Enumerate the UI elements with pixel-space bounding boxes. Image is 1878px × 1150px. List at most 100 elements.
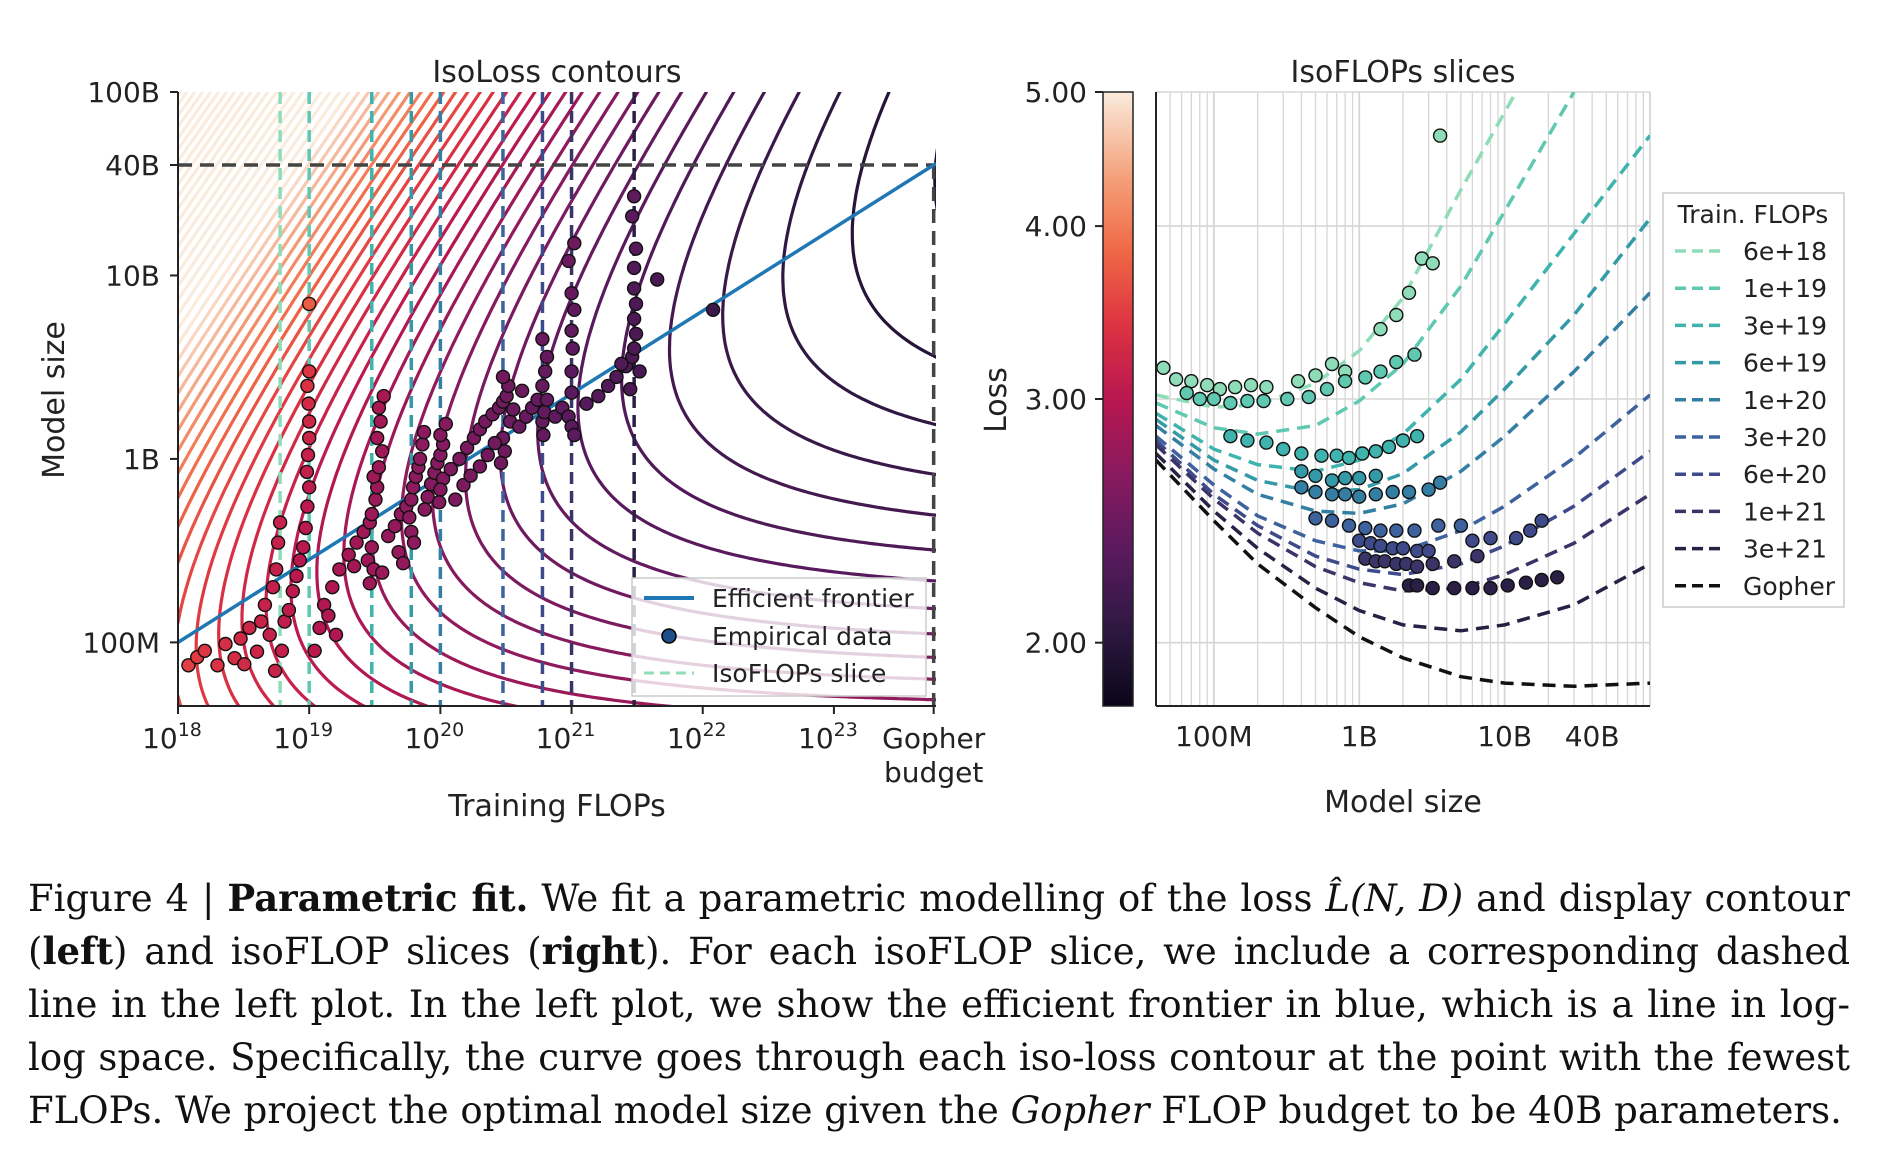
isoflop-data-point — [1294, 464, 1309, 479]
isoflop-data-point — [1483, 580, 1498, 596]
isoflop-fit-curve — [1156, 443, 1650, 593]
empirical-data-point — [402, 510, 417, 525]
right-x-tick-label: 40B — [1565, 720, 1620, 753]
isoflop-data-point — [1446, 554, 1462, 569]
isoloss-contour — [178, 92, 402, 432]
caption-gopher-word: Gopher — [1010, 1089, 1150, 1132]
empirical-data-point — [416, 424, 432, 440]
legend-series-label: Gopher — [1743, 572, 1836, 601]
caption-prefix: Figure 4 | — [28, 877, 228, 920]
isoflop-data-point — [1425, 580, 1440, 596]
isoloss-contour — [463, 92, 936, 660]
isoflop-data-point — [1275, 441, 1291, 457]
right-x-tick-label: 1B — [1341, 720, 1378, 753]
empirical-data-point — [415, 437, 430, 452]
isoloss-contour — [178, 92, 412, 453]
isoflop-data-point — [1549, 570, 1565, 585]
left-x-axis-label: Training FLOPs — [447, 789, 666, 824]
isoflop-data-point — [1401, 285, 1417, 300]
empirical-data-point — [628, 296, 644, 312]
isoflop-data-point — [1389, 523, 1404, 538]
isoloss-contour — [178, 92, 458, 564]
empirical-data-point — [285, 584, 300, 599]
legend-series-label: 3e+20 — [1743, 423, 1827, 452]
isoloss-contour — [178, 92, 237, 175]
isoflop-data-point — [1324, 487, 1340, 502]
isoflop-data-point — [1395, 541, 1411, 556]
empirical-data-point — [349, 535, 364, 550]
isoflop-data-point — [1314, 448, 1329, 463]
figure: IsoLoss contours 1018 1019 1020 1021 1022 102… — [37, 55, 1845, 824]
isoflop-data-point — [1534, 513, 1549, 528]
empirical-data-point — [512, 419, 527, 434]
empirical-data-point — [262, 627, 277, 642]
empirical-data-point — [233, 631, 248, 646]
isoloss-contours — [178, 92, 936, 706]
right-axes: 100M 1B 10B 40B — [1155, 92, 1650, 753]
isoflop-data-point — [1409, 578, 1425, 593]
empirical-data-point — [705, 302, 721, 317]
isoflop-data-point — [1351, 470, 1367, 486]
isoloss-contour — [178, 92, 262, 211]
isoflop-data-point — [1368, 444, 1384, 459]
empirical-data-point — [495, 369, 511, 385]
left-x-tick-label: 1018 — [142, 719, 202, 755]
isoloss-contour — [178, 92, 371, 378]
isoflop-data-point — [1465, 533, 1480, 548]
empirical-data-point — [265, 580, 281, 595]
loss-colorbar: 2.00 3.00 4.00 5.00 — [1025, 76, 1134, 707]
isoflop-data-point — [1308, 368, 1323, 383]
caption-title: Parametric fit. — [227, 876, 529, 920]
loss-tick-label: 3.00 — [1025, 383, 1087, 416]
legend-empirical-swatch — [661, 628, 677, 644]
isoflop-data-point — [1290, 374, 1306, 389]
caption-math: L̂(N, D) — [1325, 877, 1464, 920]
empirical-data-point — [292, 553, 308, 568]
isoloss-contour — [178, 92, 245, 187]
right-x-tick-label: 100M — [1175, 720, 1253, 753]
isoflop-data-point — [1179, 385, 1194, 401]
empirical-data-point — [296, 540, 311, 555]
left-legend: Efficient frontier Empirical data IsoFLO… — [631, 577, 927, 697]
isoloss-contour — [178, 92, 434, 500]
empirical-data-point — [373, 414, 388, 429]
figure-caption: Figure 4 | Parametric fit. We fit a para… — [28, 872, 1850, 1137]
isoloss-contour-chart: IsoLoss contours 1018 1019 1020 1021 1022 102… — [37, 55, 986, 824]
isoloss-contour — [850, 92, 936, 359]
empirical-data-point — [565, 341, 580, 356]
isoflop-data-point — [1351, 489, 1367, 504]
isoflop-data-point — [1337, 374, 1353, 389]
empirical-data-point — [298, 520, 313, 536]
empirical-data-point — [341, 547, 356, 562]
empirical-data-point — [302, 430, 317, 446]
left-y-tick-label: 1B — [123, 443, 160, 476]
empirical-data-point — [472, 459, 488, 474]
isoflop-data-point — [1223, 429, 1238, 444]
empirical-data-point — [493, 455, 509, 471]
isoloss-contour — [933, 147, 936, 212]
isoflop-data-point — [1358, 370, 1373, 385]
isoflop-data-point — [1395, 433, 1411, 448]
empirical-data-point — [567, 427, 582, 443]
isoflop-data-point — [1358, 520, 1373, 536]
left-x-tick-label: 1021 — [536, 719, 596, 755]
isoflop-data-point — [1294, 480, 1309, 495]
isoflop-data-point — [1192, 391, 1208, 407]
empirical-data-point — [289, 568, 304, 584]
isoflop-data-point — [1168, 372, 1184, 387]
empirical-data-point — [448, 492, 463, 507]
isoloss-contour — [536, 92, 936, 611]
empirical-data-point — [452, 451, 467, 467]
isoflop-fit-curve — [1156, 458, 1650, 689]
isoflop-fit-curve — [1156, 291, 1650, 516]
isoflop-data-point — [1199, 377, 1215, 393]
isoflop-data-point — [1407, 347, 1422, 362]
isoflop-data-point — [1351, 533, 1367, 548]
legend-series-label: 1e+19 — [1743, 274, 1827, 303]
isoflop-fit-curve — [1156, 92, 1576, 436]
isoflop-data-point — [1301, 389, 1317, 405]
isoflop-data-point — [1522, 523, 1538, 538]
isoflop-data-point — [1407, 523, 1422, 538]
isoflop-data-point — [1308, 511, 1323, 526]
isoflop-data-point — [1508, 530, 1524, 546]
